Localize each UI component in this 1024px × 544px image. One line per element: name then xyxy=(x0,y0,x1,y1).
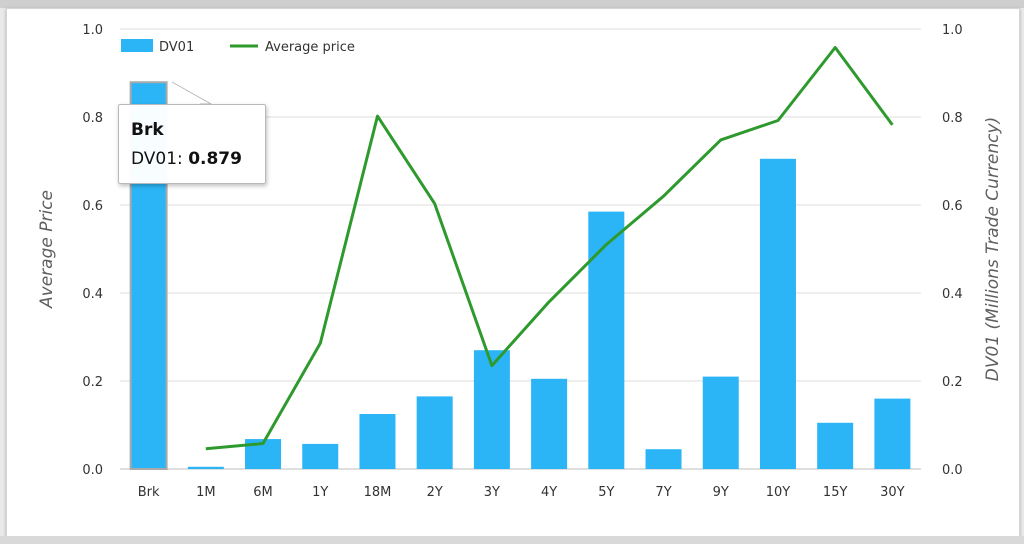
bar-1y[interactable] xyxy=(302,443,339,469)
x-tick-label: 18M xyxy=(364,485,392,500)
left-tick-label: 0.4 xyxy=(82,287,103,302)
left-tick-label: 0.2 xyxy=(82,375,103,390)
right-tick-label: 0.2 xyxy=(942,375,963,390)
bar-15y[interactable] xyxy=(817,422,854,469)
tooltip-pointer xyxy=(171,81,213,105)
bar-1m[interactable] xyxy=(187,466,224,469)
left-axis-title: Average Price xyxy=(37,190,57,309)
right-tick-label: 0.8 xyxy=(942,111,963,126)
x-tick-label: 4Y xyxy=(541,485,557,500)
bar-5y[interactable] xyxy=(588,211,625,469)
tooltip-value: 0.879 xyxy=(188,149,242,169)
window-top-border xyxy=(0,0,1024,8)
left-tick-label: 0.6 xyxy=(82,199,103,214)
x-axis-ticks: Brk 1M 6M 1Y 18M 2Y 3Y 4Y 5Y 7Y 9Y 10Y 15Y 30Y xyxy=(138,485,905,500)
bar-9y[interactable] xyxy=(702,376,739,469)
right-axis-ticks: 0.0 0.2 0.4 0.6 0.8 1.0 xyxy=(942,23,963,478)
x-tick-label: 9Y xyxy=(713,485,729,500)
x-tick-label: Brk xyxy=(138,485,160,500)
right-tick-label: 0.0 xyxy=(942,463,963,478)
x-tick-label: 2Y xyxy=(427,485,443,500)
left-tick-label: 0.8 xyxy=(82,111,103,126)
bar-2y[interactable] xyxy=(416,396,453,469)
x-tick-label: 5Y xyxy=(598,485,614,500)
window-bottom-border xyxy=(0,536,1024,544)
right-tick-label: 1.0 xyxy=(942,23,963,38)
legend-label-dv01[interactable]: DV01 xyxy=(159,40,194,55)
tooltip-category: Brk xyxy=(131,120,164,140)
x-tick-label: 1M xyxy=(196,485,216,500)
x-tick-label: 10Y xyxy=(766,485,791,500)
bar-7y[interactable] xyxy=(645,449,682,469)
bar-18m[interactable] xyxy=(359,414,396,469)
legend-label-average-price[interactable]: Average price xyxy=(265,40,355,55)
x-tick-label: 7Y xyxy=(655,485,671,500)
x-tick-label: 30Y xyxy=(880,485,905,500)
gridlines xyxy=(120,28,921,470)
bar-10y[interactable] xyxy=(759,158,796,470)
tooltip-series-label: DV01: xyxy=(131,149,189,169)
bar-4y[interactable] xyxy=(531,378,568,469)
average-price-series[interactable] xyxy=(205,46,894,451)
x-tick-label: 15Y xyxy=(823,485,848,500)
tooltip: Brk DV01: 0.879 xyxy=(118,104,266,184)
left-axis-ticks: 0.0 0.2 0.4 0.6 0.8 1.0 xyxy=(82,23,103,478)
x-tick-label: 1Y xyxy=(312,485,328,500)
left-tick-label: 1.0 xyxy=(82,23,103,38)
legend[interactable]: DV01 Average price xyxy=(121,39,355,55)
average-price-line xyxy=(205,46,894,451)
x-tick-label: 6M xyxy=(253,485,273,500)
right-tick-label: 0.4 xyxy=(942,287,963,302)
left-tick-label: 0.0 xyxy=(82,463,103,478)
tooltip-series-line: DV01: 0.879 xyxy=(131,149,242,169)
right-axis-title: DV01 (Millions Trade Currency) xyxy=(983,117,1003,381)
x-tick-label: 3Y xyxy=(484,485,500,500)
right-tick-label: 0.6 xyxy=(942,199,963,214)
bar-3y[interactable] xyxy=(473,350,510,469)
bar-30y[interactable] xyxy=(874,398,911,469)
legend-swatch-dv01[interactable] xyxy=(121,39,153,52)
